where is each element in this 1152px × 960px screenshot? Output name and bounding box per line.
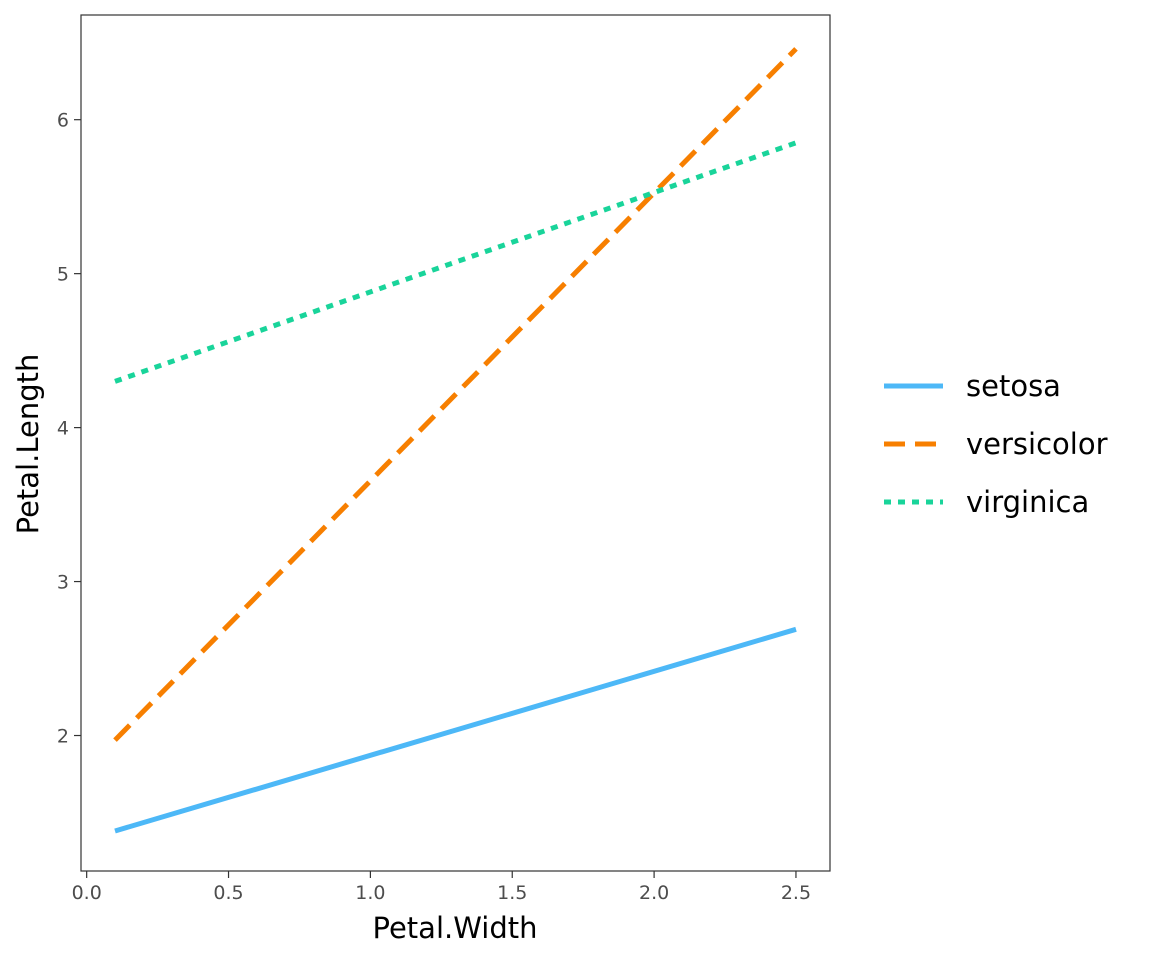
plot-panel-border <box>80 14 831 872</box>
legend: setosa versicolor virginica <box>884 369 1108 519</box>
series-line-setosa <box>114 626 797 834</box>
x-tick-label: 2.0 <box>639 882 669 904</box>
y-axis: 2 3 4 5 6 <box>57 110 81 748</box>
y-axis-title: Petal.Length <box>11 354 45 535</box>
y-tick-label: 6 <box>57 110 69 132</box>
x-tick-label: 0.5 <box>213 882 243 904</box>
series-line-versicolor <box>113 47 798 742</box>
y-tick-label: 3 <box>57 572 69 594</box>
plot-area <box>80 14 831 872</box>
legend-label-versicolor: versicolor <box>966 427 1108 461</box>
x-tick-label: 1.0 <box>355 882 385 904</box>
y-tick-label: 5 <box>57 264 69 286</box>
x-axis-title: Petal.Width <box>373 911 538 945</box>
legend-label-setosa: setosa <box>966 369 1061 403</box>
x-tick-label: 0.0 <box>72 882 102 904</box>
x-tick-label: 1.5 <box>497 882 527 904</box>
x-tick-label: 2.5 <box>781 882 811 904</box>
y-tick-label: 2 <box>57 726 69 748</box>
x-axis: 0.0 0.5 1.0 1.5 2.0 2.5 <box>72 871 811 904</box>
legend-label-virginica: virginica <box>966 485 1089 519</box>
y-tick-label: 4 <box>57 418 69 440</box>
